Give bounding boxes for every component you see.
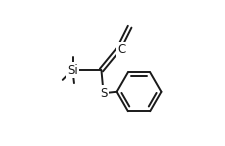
Text: Si: Si: [67, 64, 78, 77]
Text: C: C: [117, 43, 125, 56]
Text: S: S: [99, 87, 107, 100]
